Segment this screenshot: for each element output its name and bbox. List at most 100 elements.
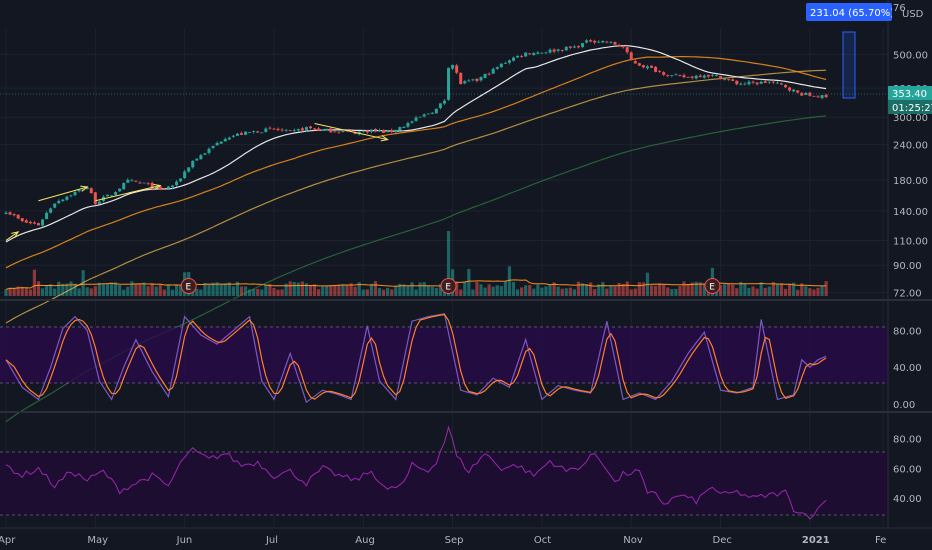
candle-body	[706, 74, 710, 77]
candle-body	[191, 160, 195, 168]
volume-bar	[406, 286, 410, 296]
candle-body	[467, 80, 471, 82]
volume-bar	[49, 284, 53, 296]
volume-bar	[499, 286, 503, 296]
measure-box[interactable]	[842, 31, 856, 99]
volume-bar	[727, 283, 731, 296]
volume-bar	[718, 285, 723, 296]
volume-bar	[402, 284, 406, 296]
candle-body	[280, 129, 284, 131]
candle-body	[650, 65, 654, 68]
stochastic-axis[interactable]: 80.00 40.00 0.00	[893, 326, 922, 411]
rsi-tick-label: 80.00	[893, 434, 922, 445]
candle-body	[438, 103, 442, 109]
candle-body	[755, 82, 759, 85]
volume-bar	[341, 284, 345, 296]
volume-bar	[231, 286, 235, 296]
last-price-label: 353.40	[892, 89, 927, 100]
volume-bar	[377, 287, 382, 296]
candle-body	[142, 182, 146, 184]
candle-body	[304, 127, 308, 131]
volume-bar	[312, 284, 317, 296]
volume-bar	[731, 284, 735, 296]
candle-body	[361, 130, 365, 132]
volume-bar	[365, 289, 369, 296]
candle-body	[617, 44, 621, 47]
candle-body	[483, 73, 487, 78]
rsi-line	[5, 425, 827, 520]
volume-bar	[284, 283, 288, 296]
time-tick-label: Jun	[176, 535, 193, 546]
candle-body	[560, 50, 564, 51]
volume-bar	[812, 289, 816, 296]
candle-body	[670, 75, 674, 77]
volume-bar	[8, 287, 12, 296]
volume-bar	[386, 287, 390, 296]
candle-body	[434, 108, 438, 114]
rsi-band	[0, 452, 888, 515]
volume-bar	[430, 286, 434, 296]
annotation-arrow-line	[95, 185, 161, 202]
stochastic-lines	[5, 313, 827, 404]
volume-bar	[321, 286, 325, 296]
candle-body	[162, 189, 166, 190]
time-tick-label: Fe	[875, 535, 886, 546]
volume-bar	[662, 284, 666, 296]
volume-bar	[511, 282, 516, 296]
volume-bar	[36, 281, 41, 296]
candle-body	[227, 137, 231, 140]
volume-bar	[381, 289, 386, 296]
currency-tag[interactable]: 76 USD	[892, 2, 932, 22]
candle-body	[61, 199, 65, 202]
candle-body	[57, 200, 61, 204]
range-badge[interactable]: 231.04 (65.70%) 231	[806, 3, 916, 21]
candle-body	[568, 46, 572, 48]
candle-body	[779, 83, 783, 85]
candle-body	[564, 46, 568, 51]
candle-body	[686, 76, 690, 78]
annotation-arrow-head	[153, 183, 162, 191]
candle-body	[715, 75, 718, 77]
candle-body	[349, 130, 353, 132]
volume-ma-line	[5, 279, 827, 290]
candle-body	[106, 194, 109, 197]
volume-bar	[195, 288, 199, 296]
time-axis[interactable]: Apr May Jun Jul Aug Sep Oct Nov Dec 2021 Fe	[0, 535, 886, 546]
volume-bar	[808, 288, 812, 296]
candle-body	[276, 128, 280, 131]
time-tick-label: Apr	[0, 535, 16, 546]
candle-body	[463, 81, 467, 84]
volume-bar	[154, 286, 158, 296]
volume-bar	[325, 285, 329, 296]
volume-bar	[483, 287, 487, 296]
candle-body	[637, 63, 641, 66]
volume-bar	[532, 288, 536, 296]
candle-body	[373, 128, 377, 131]
candle-body	[179, 178, 183, 182]
stochastic-pane[interactable]	[0, 313, 888, 404]
volume-bar	[625, 281, 629, 296]
candle-body	[325, 128, 329, 131]
candle-body	[576, 46, 580, 48]
candle-body	[784, 84, 788, 88]
volume-bar	[199, 289, 203, 296]
candle-body	[122, 183, 126, 190]
candle-body	[207, 148, 211, 153]
volume-bar	[617, 282, 621, 296]
candle-body	[65, 196, 69, 200]
candle-body	[491, 68, 495, 74]
volume-bar	[215, 282, 219, 296]
volume-bar	[751, 286, 755, 296]
candle-body	[203, 153, 207, 155]
volume-bar	[804, 286, 808, 296]
rsi-tick-label: 60.00	[893, 464, 922, 475]
candle-body	[231, 135, 235, 137]
candle-body	[418, 116, 422, 118]
earnings-marker	[180, 278, 197, 294]
rsi-pane[interactable]	[0, 425, 888, 520]
candle-body	[524, 52, 528, 57]
rsi-axis[interactable]: 80.00 60.00 40.00	[893, 434, 922, 505]
volume-bar	[203, 283, 207, 296]
